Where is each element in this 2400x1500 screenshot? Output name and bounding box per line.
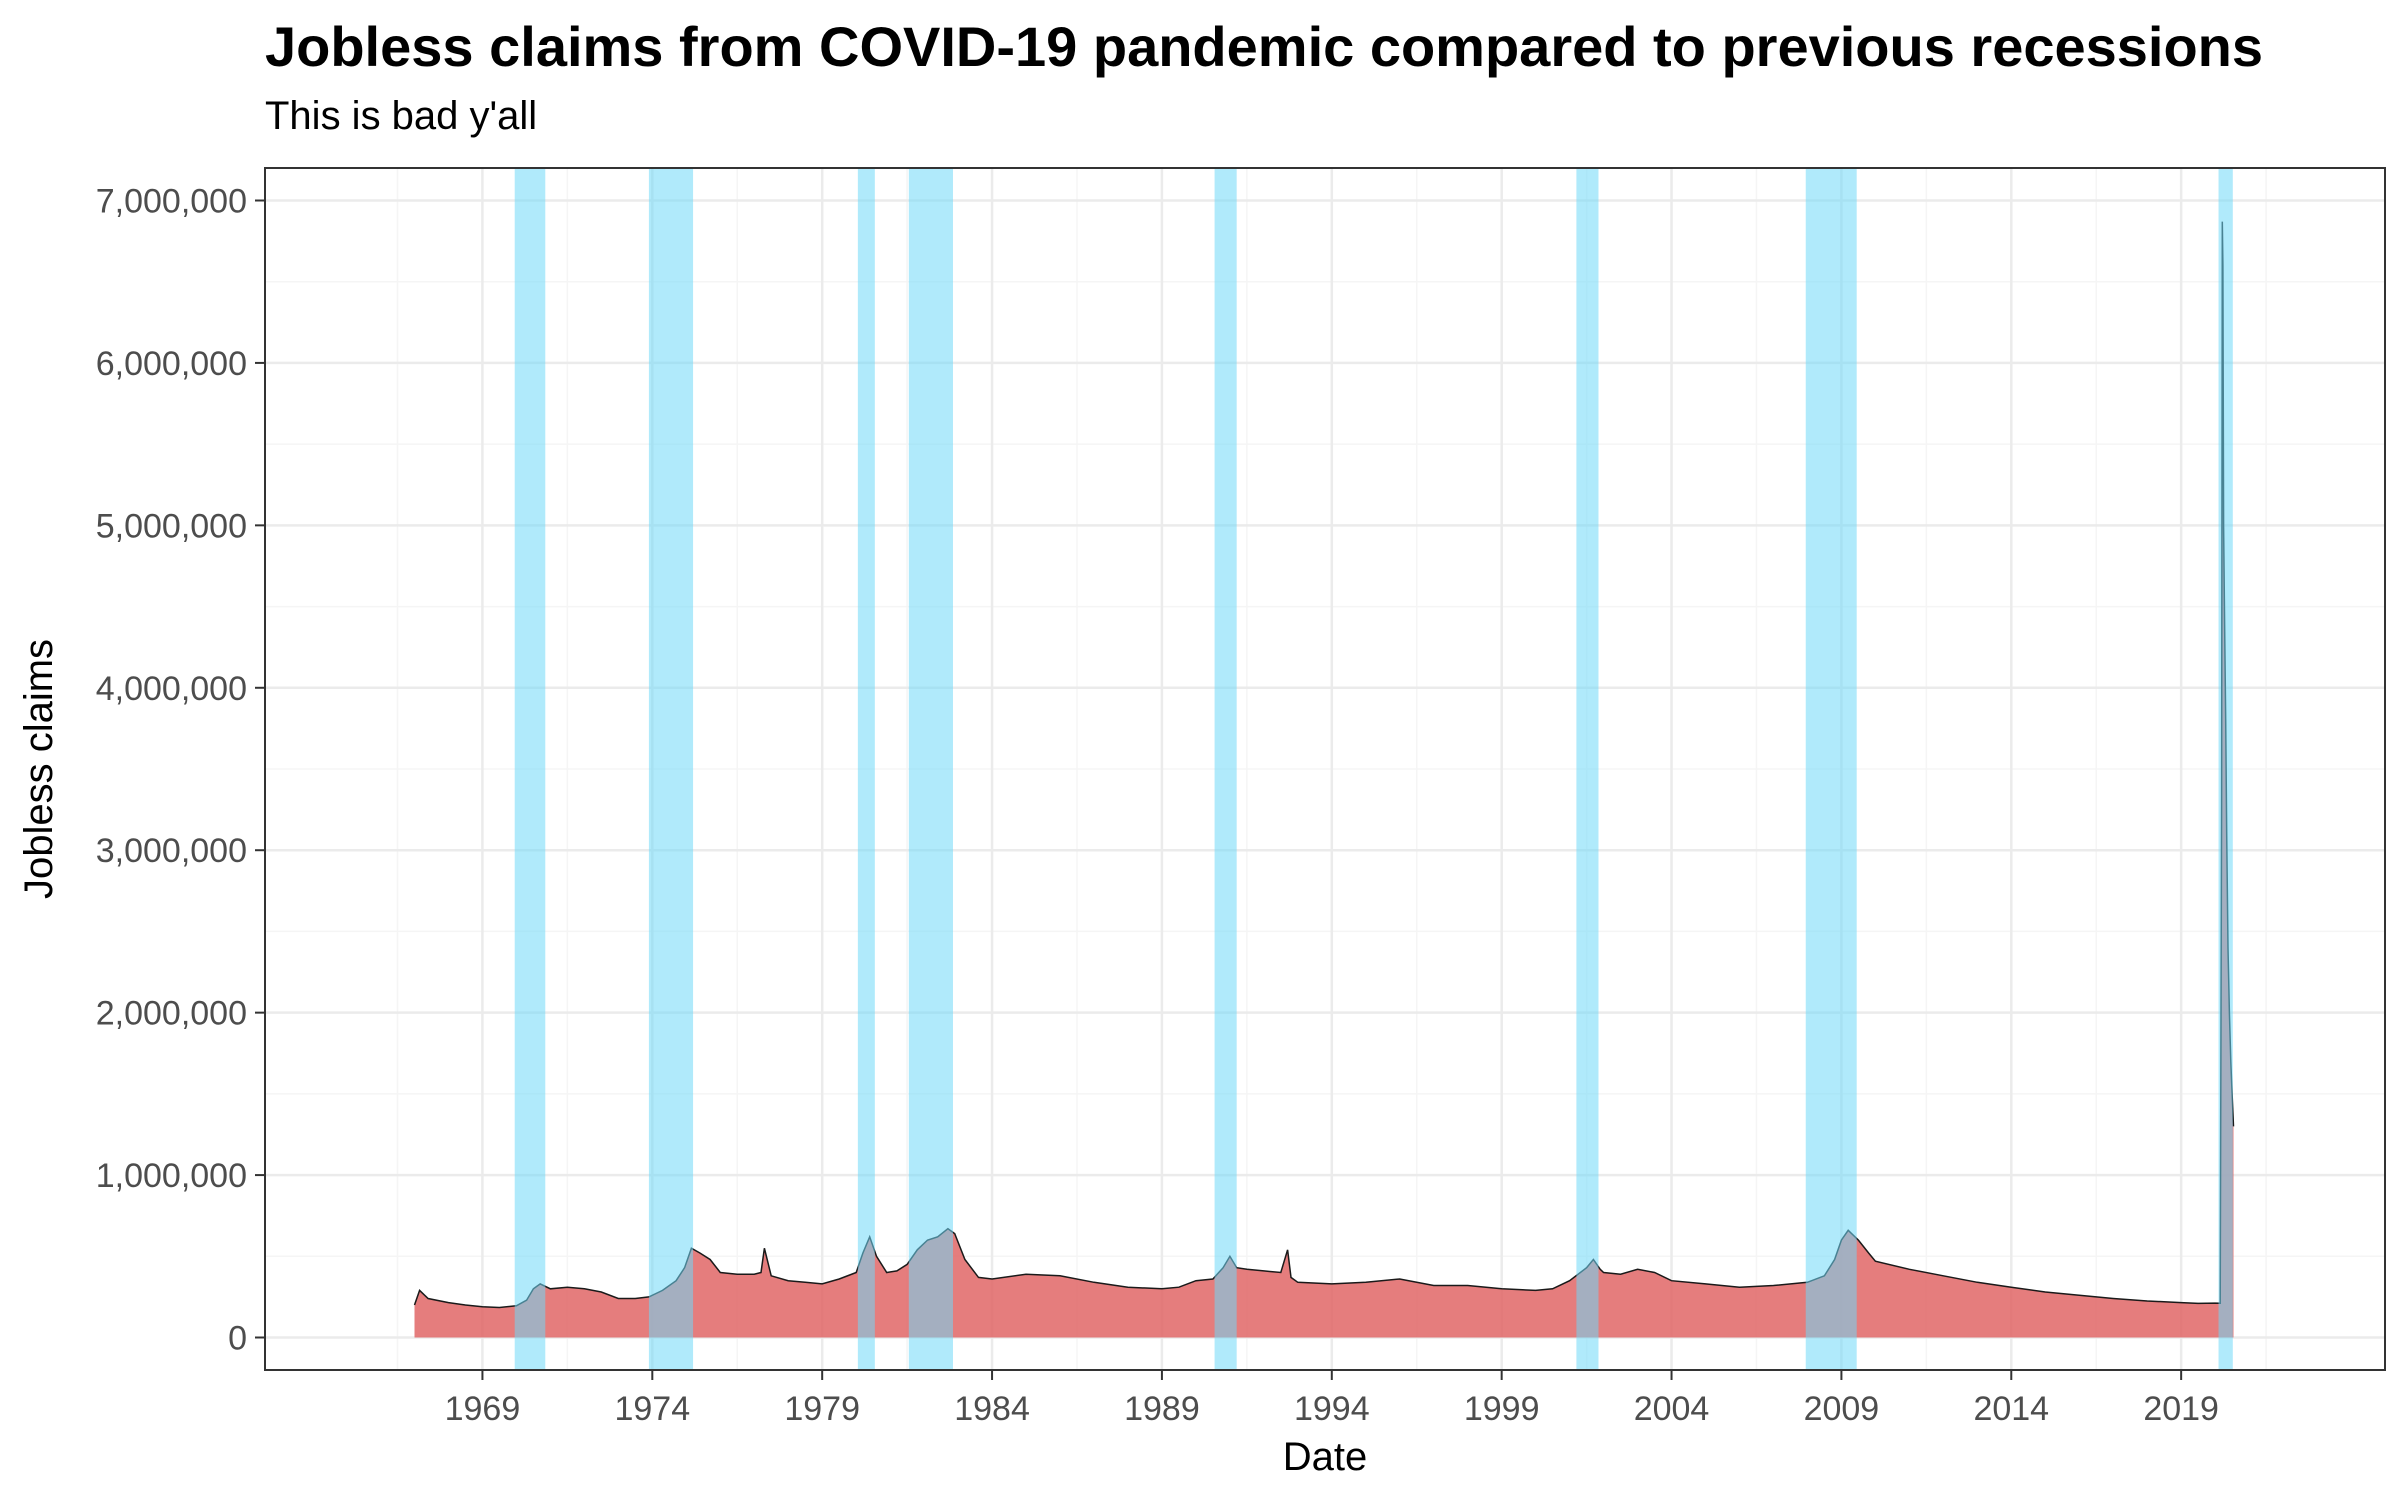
x-axis: 1969 1974 1979 1984 1989 1994 1999 2004 2009 2014… <box>445 1370 2219 1428</box>
recession-band <box>1214 168 1237 1370</box>
y-tick-label: 0 <box>228 1320 247 1358</box>
x-tick-label: 2009 <box>1804 1390 1880 1428</box>
x-tick-label: 1994 <box>1294 1390 1370 1428</box>
recession-band <box>514 168 546 1370</box>
x-tick-label: 1984 <box>954 1390 1030 1428</box>
x-tick-label: 2004 <box>1634 1390 1710 1428</box>
y-axis-title: Jobless claims <box>17 639 61 899</box>
y-tick-label: 3,000,000 <box>96 832 247 870</box>
recession-band <box>857 168 875 1370</box>
chart-title: Jobless claims from COVID-19 pandemic co… <box>265 15 2264 78</box>
x-tick-label: 1974 <box>614 1390 690 1428</box>
y-tick-label: 4,000,000 <box>96 670 247 708</box>
chart-subtitle: This is bad y'all <box>265 94 538 138</box>
recession-band <box>2218 168 2233 1370</box>
x-axis-title: Date <box>1283 1435 1368 1479</box>
y-tick-label: 1,000,000 <box>96 1157 247 1195</box>
y-tick-label: 2,000,000 <box>96 995 247 1033</box>
y-tick-label: 7,000,000 <box>96 182 247 220</box>
x-tick-label: 1999 <box>1464 1390 1540 1428</box>
x-tick-label: 1989 <box>1124 1390 1200 1428</box>
grid-lines <box>265 168 2385 1370</box>
y-axis: 0 1,000,000 2,000,000 3,000,000 4,000,000 5,0… <box>96 182 265 1358</box>
x-tick-label: 2014 <box>1973 1390 2049 1428</box>
recession-band <box>1805 168 1857 1370</box>
y-tick-label: 5,000,000 <box>96 507 247 545</box>
y-tick-label: 6,000,000 <box>96 345 247 383</box>
recession-band <box>1576 168 1599 1370</box>
x-tick-label: 2019 <box>2143 1390 2219 1428</box>
x-tick-label: 1969 <box>445 1390 521 1428</box>
recession-band <box>908 168 953 1370</box>
recession-bands <box>514 168 2233 1370</box>
x-tick-label: 1979 <box>784 1390 860 1428</box>
recession-band <box>648 168 694 1370</box>
panel-border <box>264 167 2386 1371</box>
